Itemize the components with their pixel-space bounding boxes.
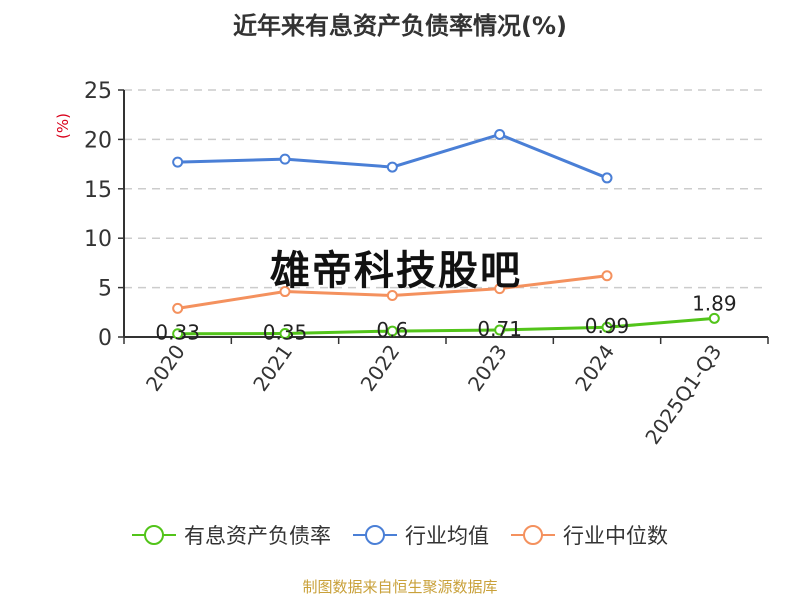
legend-label: 有息资产负债率 <box>184 524 331 548</box>
data-label: 0.6 <box>376 318 408 342</box>
data-point[interactable] <box>386 161 398 173</box>
legend-item[interactable]: 有息资产负债率 <box>132 520 331 550</box>
data-label: 0.33 <box>155 321 200 345</box>
data-point[interactable] <box>601 172 613 184</box>
data-point[interactable] <box>172 302 184 314</box>
data-point[interactable] <box>279 153 291 165</box>
y-tick-label: 10 <box>84 227 112 252</box>
data-point[interactable] <box>279 328 291 340</box>
data-point[interactable] <box>601 321 613 333</box>
data-point[interactable] <box>172 156 184 168</box>
data-point[interactable] <box>386 290 398 302</box>
line-chart: 0 5 10 15 20 25 (%) 2020 2021 2022 2023 2024 2025Q1-… <box>54 79 769 449</box>
series-line <box>177 316 715 336</box>
legend-marker-icon <box>353 525 397 545</box>
data-point[interactable] <box>172 328 184 340</box>
legend: 有息资产负债率 行业均值 行业中位数 <box>0 520 800 550</box>
x-tick-label: 2022 <box>356 340 405 395</box>
data-point[interactable] <box>708 312 720 324</box>
data-point[interactable] <box>494 128 506 140</box>
y-tick-label: 5 <box>98 277 112 302</box>
data-label: 0.71 <box>477 317 522 341</box>
legend-marker-icon <box>132 525 176 545</box>
legend-marker-icon <box>511 525 555 545</box>
y-tick-label: 25 <box>84 79 112 104</box>
data-point[interactable] <box>601 270 613 282</box>
source-note: 制图数据来自恒生聚源数据库 <box>302 578 498 596</box>
data-point[interactable] <box>386 325 398 337</box>
legend-label: 行业均值 <box>405 524 489 548</box>
data-point[interactable] <box>494 283 506 295</box>
legend-label: 行业中位数 <box>563 524 668 548</box>
y-tick-label: 15 <box>84 178 112 203</box>
x-tick-label: 2023 <box>463 340 512 395</box>
y-axis-label: (%) <box>54 113 72 139</box>
x-tick-label: 2025Q1-Q3 <box>640 340 726 449</box>
legend-item[interactable]: 行业均值 <box>353 520 489 550</box>
data-label: 1.89 <box>692 291 737 315</box>
legend-item[interactable]: 行业中位数 <box>511 520 668 550</box>
x-tick-label: 2021 <box>248 340 297 395</box>
data-point[interactable] <box>494 324 506 336</box>
y-tick-label: 0 <box>98 326 112 351</box>
x-tick-label: 2020 <box>141 340 190 395</box>
data-point[interactable] <box>279 286 291 298</box>
x-tick-label: 2024 <box>570 340 619 395</box>
data-label: 0.35 <box>263 321 308 345</box>
chart-title: 近年来有息资产负债率情况(%) <box>233 12 567 40</box>
watermark: 雄帝科技股吧 <box>270 248 522 294</box>
data-label: 0.99 <box>585 314 630 338</box>
y-tick-label: 20 <box>84 128 112 153</box>
